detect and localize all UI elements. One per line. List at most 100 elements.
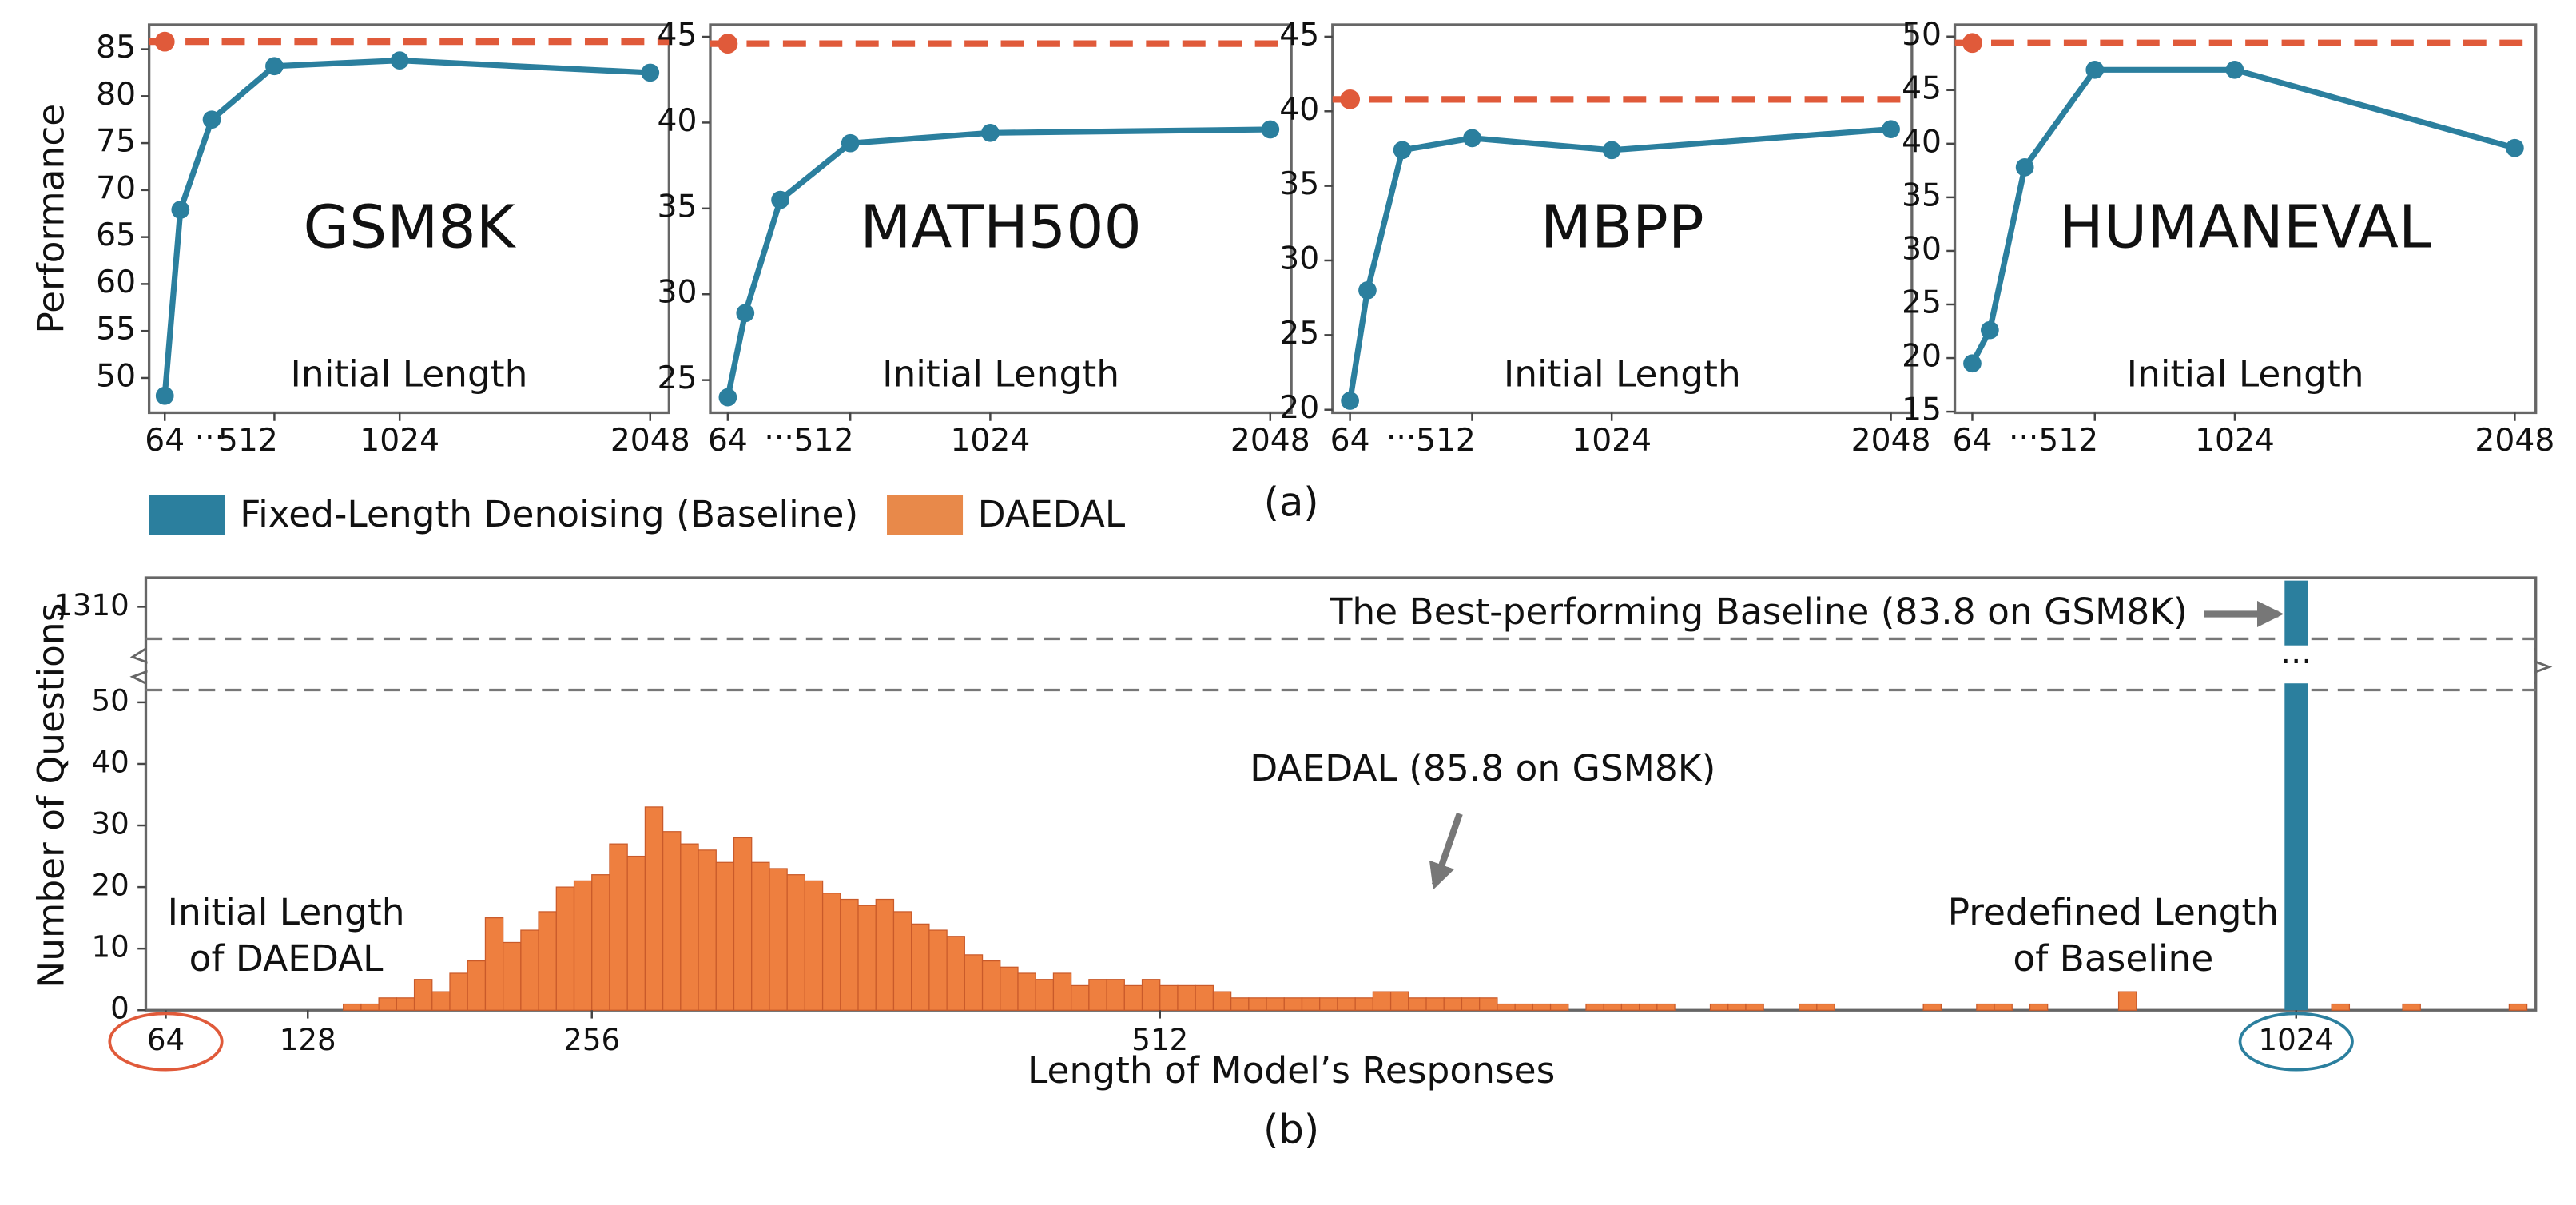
histogram-bar: [449, 972, 468, 1011]
y-tick-label: 65: [96, 217, 136, 253]
histogram-bar: [1141, 979, 1161, 1011]
histogram-bar: [1071, 984, 1090, 1011]
break-gap: [2276, 645, 2316, 684]
plot-frame: [1953, 23, 2538, 415]
histogram-bar: [1212, 991, 1232, 1011]
chart-title: HUMANEVAL: [2059, 193, 2432, 262]
x-tick-label: 1024: [360, 423, 439, 459]
histogram-bar: [626, 855, 646, 1011]
y-tick-label: 30: [92, 806, 129, 841]
series-point: [202, 110, 221, 129]
series-line: [725, 126, 1270, 398]
annotation: Initial Length: [168, 891, 405, 933]
chart-title: GSM8K: [303, 193, 516, 262]
histogram-bar: [360, 1003, 380, 1011]
annotation: of Baseline: [2013, 937, 2213, 980]
histogram-bar: [1799, 1003, 1818, 1011]
y-tick-label: 25: [1902, 284, 1942, 320]
series-point: [771, 190, 789, 209]
x-tick-label: 512: [2038, 423, 2098, 459]
histogram-bar: [1461, 997, 1481, 1011]
y-tick-label: 40: [92, 744, 129, 779]
histogram-bar: [1283, 997, 1303, 1011]
histogram-bar: [1301, 997, 1321, 1011]
histogram-bar: [555, 886, 575, 1011]
y-tick-label: 45: [1279, 17, 1319, 53]
histogram-bar: [1816, 1003, 1835, 1011]
histogram-bar: [1408, 997, 1427, 1011]
histogram-bar: [1052, 972, 1072, 1011]
histogram-bar: [840, 898, 859, 1011]
x-tick-label: 1024: [2258, 1022, 2334, 1057]
legend-swatch: [887, 495, 964, 535]
series-point: [2505, 138, 2524, 157]
y-tick-label: 1310: [54, 587, 129, 622]
histogram-bar: [591, 874, 610, 1011]
y-tick-label: 30: [1902, 231, 1942, 267]
series-point: [1463, 129, 1481, 148]
histogram-bar: [1514, 1003, 1533, 1011]
series-point: [1261, 120, 1280, 139]
histogram-bar: [2402, 1003, 2421, 1011]
x-axis-label: Initial Length: [2127, 352, 2364, 395]
legend-label: DAEDAL: [978, 493, 1126, 535]
x-tick-label: 512: [1416, 423, 1476, 459]
x-tick-label: 2048: [2475, 423, 2554, 459]
y-axis-label: Performance: [30, 104, 72, 334]
histogram-bar: [1123, 984, 1143, 1011]
histogram-bar: [431, 991, 451, 1011]
x-axis-label: Initial Length: [882, 352, 1119, 395]
histogram-bar: [981, 960, 1001, 1011]
histogram-bar: [413, 979, 433, 1011]
y-tick-label: 75: [96, 124, 136, 160]
annotation: DAEDAL (85.8 on GSM8K): [1250, 747, 1715, 789]
histogram-bar: [892, 911, 912, 1011]
histogram-bar: [1656, 1003, 1676, 1011]
y-tick-label: 55: [96, 312, 136, 348]
histogram-bar: [1479, 997, 1498, 1011]
series-point: [1882, 120, 1900, 139]
x-ellipsis: ···: [195, 420, 225, 455]
chart-title: MATH500: [860, 193, 1142, 262]
histogram-bar: [1230, 997, 1250, 1011]
x-tick-label: 512: [1131, 1022, 1188, 1057]
series-point: [171, 201, 190, 219]
y-tick-label: 50: [92, 682, 129, 718]
histogram-bar: [1620, 1003, 1640, 1011]
histogram-bar: [2117, 991, 2137, 1011]
series-point: [390, 51, 409, 70]
y-tick-label: 80: [96, 77, 136, 113]
x-tick-label: 1024: [1572, 423, 1652, 459]
series-point: [981, 123, 1000, 142]
panel-label: (b): [1263, 1107, 1319, 1153]
histogram-bar: [1922, 1003, 1942, 1011]
x-ellipsis: ···: [2009, 420, 2038, 455]
panel-label: (a): [1264, 479, 1319, 526]
x-tick-label: 64: [145, 423, 185, 459]
histogram-bar: [1106, 979, 1125, 1011]
histogram-bar: [1745, 1003, 1764, 1011]
histogram-bar: [1532, 1003, 1552, 1011]
reference-point: [1340, 89, 1361, 109]
histogram-bar: [1088, 979, 1107, 1011]
histogram-bar: [1035, 979, 1055, 1011]
histogram-bar: [396, 997, 415, 1011]
histogram-bar: [2029, 1003, 2049, 1011]
x-tick-label: 2048: [1851, 423, 1931, 459]
histogram-bar: [1319, 997, 1338, 1011]
x-tick-label: 128: [280, 1022, 336, 1057]
y-tick-label: 15: [1902, 392, 1942, 428]
histogram-bar: [1159, 984, 1179, 1011]
y-axis-label: Number of Questions: [30, 603, 72, 988]
histogram-bar: [946, 936, 965, 1011]
y-tick-label: 50: [96, 358, 136, 394]
histogram-bar: [538, 911, 557, 1011]
series-point: [1393, 141, 1412, 160]
tick-highlight: [2238, 1012, 2354, 1072]
histogram-bar: [911, 923, 930, 1011]
y-tick-label: 70: [96, 170, 136, 206]
y-tick-label: 0: [110, 991, 129, 1026]
x-ellipsis: ···: [1386, 420, 1416, 455]
series-point: [2225, 60, 2244, 79]
